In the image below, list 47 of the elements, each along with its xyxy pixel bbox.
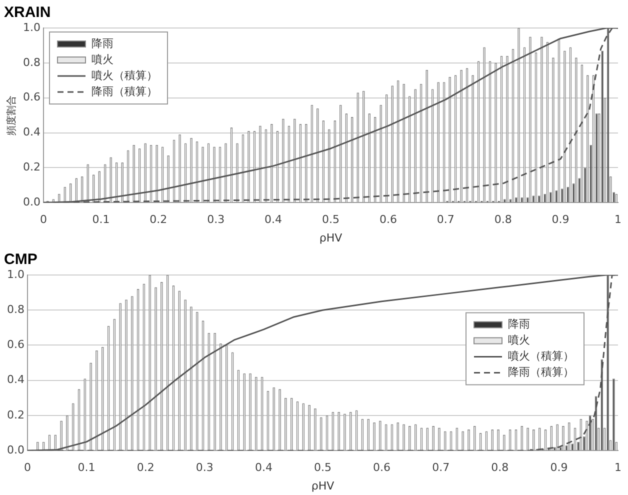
y-tick-label: 0.4 <box>22 126 40 139</box>
y-axis-title: 頻度割合 <box>6 95 18 136</box>
x-tick-label: 0.1 <box>92 213 110 226</box>
x-tick-label: 0.6 <box>373 461 391 474</box>
y-tick-label: 0.0 <box>6 443 24 456</box>
x-tick-label: 0.2 <box>150 213 168 226</box>
x-tick-label: 1 <box>614 461 622 474</box>
x-tick-label: 0.5 <box>322 213 340 226</box>
x-tick-label: 0.9 <box>552 213 570 226</box>
legend-label: 降雨（積算） <box>508 366 574 379</box>
y-tick-label: 0.6 <box>22 90 40 104</box>
x-tick-label: 0.4 <box>264 213 282 226</box>
y-tick-label: 0.6 <box>6 338 24 352</box>
legend-label: 噴火 <box>508 334 530 347</box>
legend-label: 降雨 <box>91 36 114 50</box>
legend-label: 降雨 <box>508 318 530 331</box>
chart-title: XRAIN <box>4 4 51 22</box>
y-tick-label: 0.8 <box>22 56 40 69</box>
x-tick-label: 0.6 <box>379 213 397 226</box>
x-tick-label: 0.7 <box>436 213 454 226</box>
x-tick-label: 0.3 <box>207 213 225 226</box>
x-tick-label: 0 <box>40 213 47 226</box>
x-tick-label: 0.5 <box>314 461 332 474</box>
legend-label: 噴火 <box>91 52 114 66</box>
y-tick-label: 0.8 <box>6 302 24 316</box>
legend-label: 噴火（積算） <box>508 350 574 363</box>
x-axis-title: ρHV <box>311 479 335 492</box>
x-tick-label: 0.7 <box>432 461 450 474</box>
chart-title: CMP <box>4 251 38 268</box>
y-tick-label: 0.2 <box>22 160 40 174</box>
x-tick-label: 0.8 <box>491 461 509 474</box>
y-tick-label: 1.0 <box>22 20 40 34</box>
x-tick-label: 0.9 <box>550 461 568 474</box>
x-tick-label: 0.3 <box>196 461 214 474</box>
x-tick-label: 0 <box>24 461 31 474</box>
x-tick-label: 0.1 <box>78 461 96 474</box>
x-tick-label: 0.8 <box>494 213 512 226</box>
legend-label: 降雨（積算） <box>91 84 158 98</box>
y-tick-label: 0.2 <box>6 408 24 422</box>
y-tick-label: 1.0 <box>6 268 24 281</box>
x-tick-label: 1 <box>614 213 622 226</box>
x-tick-label: 0.2 <box>136 461 154 474</box>
x-axis-title: ρHV <box>319 231 343 244</box>
x-tick-label: 0.4 <box>254 461 272 474</box>
legend-label: 噴火（積算） <box>91 68 158 82</box>
y-tick-label: 0.0 <box>22 195 40 208</box>
y-tick-label: 0.4 <box>6 373 24 386</box>
